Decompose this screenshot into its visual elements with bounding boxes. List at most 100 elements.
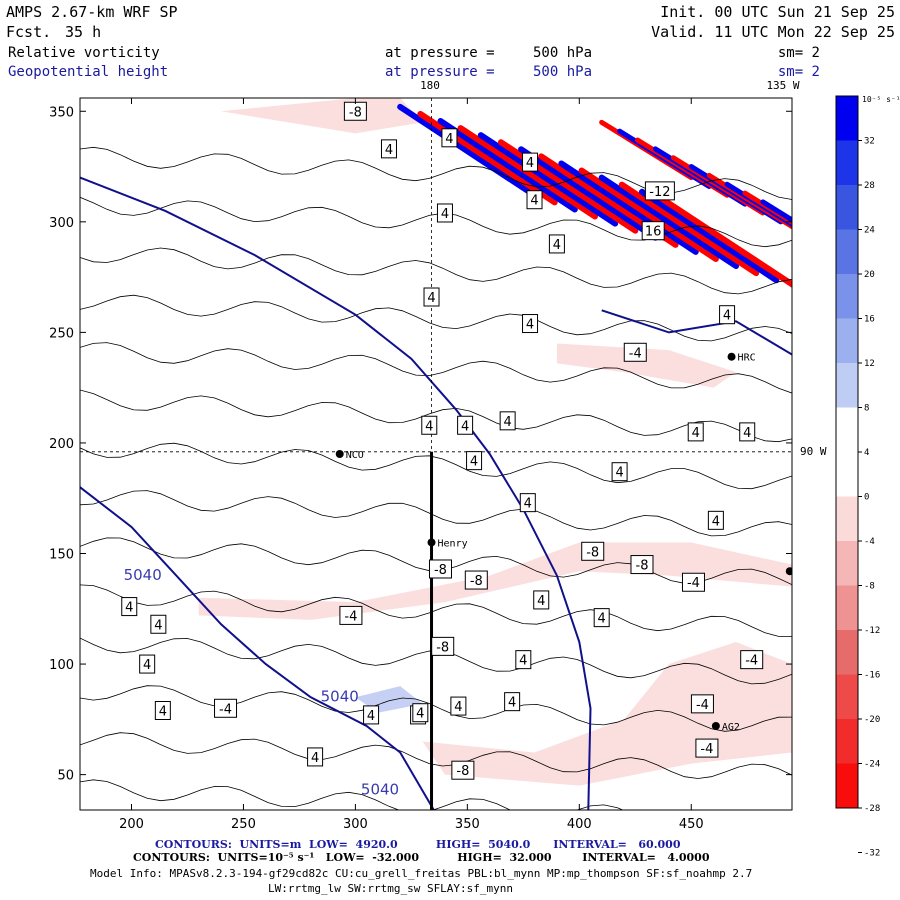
vorticity-label-text: 4 bbox=[445, 132, 453, 147]
vorticity-label-text: -8 bbox=[586, 545, 599, 560]
vorticity-label-text: 4 bbox=[526, 318, 534, 333]
height-contour-label: 5040 bbox=[124, 566, 162, 584]
colorbar-segment bbox=[836, 96, 858, 141]
vorticity-label: 4 bbox=[412, 703, 429, 723]
vorticity-label-text: 4 bbox=[504, 415, 512, 430]
vorticity-label: -4 bbox=[695, 738, 719, 758]
vorticity-label-box bbox=[522, 152, 539, 172]
y-tick-label: 200 bbox=[49, 437, 74, 452]
vorticity-label: 4 bbox=[687, 422, 704, 442]
init-time: Init. 00 UTC Sun 21 Sep 25 bbox=[660, 3, 895, 21]
vorticity-streak bbox=[518, 146, 659, 241]
station-marker bbox=[335, 450, 344, 458]
vorticity-label: 4 bbox=[515, 650, 532, 670]
vorticity-contour bbox=[80, 685, 792, 732]
right-meridian-label: 90 W bbox=[800, 445, 827, 458]
vorticity-label-box bbox=[593, 608, 610, 628]
vorticity-streak bbox=[598, 174, 740, 270]
vorticity-label-box bbox=[451, 760, 475, 780]
vorticity-label-text: 4 bbox=[470, 455, 478, 470]
vorticity-label-box bbox=[339, 605, 363, 625]
field2-pressure-label: at pressure = bbox=[385, 64, 495, 80]
vorticity-contour bbox=[80, 732, 792, 779]
vorticity-label-box bbox=[526, 190, 543, 210]
vorticity-label-box bbox=[150, 614, 167, 634]
vorticity-label-text: 4 bbox=[367, 709, 375, 724]
colorbar-segment bbox=[836, 585, 858, 631]
vorticity-label-box bbox=[522, 314, 539, 334]
colorbar-tick-label: 28 bbox=[864, 181, 875, 191]
vorticity-label-box bbox=[466, 451, 483, 471]
vorticity-label-box bbox=[412, 703, 429, 723]
field1-pressure-value: 500 hPa bbox=[533, 45, 592, 61]
vorticity-label-text: 4 bbox=[385, 143, 393, 158]
vorticity-label-text: -4 bbox=[344, 609, 357, 624]
station-label: NCO bbox=[346, 450, 364, 461]
vorticity-label-text: 4 bbox=[712, 514, 720, 529]
vorticity-label-box bbox=[548, 234, 565, 254]
vorticity-label-box bbox=[457, 415, 474, 435]
colorbar-segment bbox=[836, 140, 858, 186]
vorticity-label-box bbox=[363, 705, 380, 725]
vorticity-label: 4 bbox=[593, 608, 610, 628]
vorticity-label-box bbox=[687, 422, 704, 442]
valid-time: Valid. 11 UTC Mon 22 Sep 25 bbox=[651, 23, 895, 41]
vorticity-label: 4 bbox=[450, 696, 467, 716]
vorticity-contour bbox=[80, 442, 792, 490]
vorticity-label: -8 bbox=[464, 570, 488, 590]
vorticity-label-box bbox=[423, 287, 440, 307]
colorbar-segment bbox=[836, 229, 858, 275]
vorticity-label: 4 bbox=[519, 493, 536, 513]
vorticity-label: 4 bbox=[150, 614, 167, 634]
vorticity-label-text: -12 bbox=[649, 185, 670, 200]
vorticity-shading-band bbox=[221, 98, 423, 134]
vorticity-label: -8 bbox=[431, 636, 455, 656]
vorticity-label: 4 bbox=[466, 451, 483, 471]
footer-height-contours: CONTOURS: UNITS=m LOW= 4920.0 HIGH= 5040… bbox=[155, 838, 681, 851]
vorticity-label-text: -4 bbox=[700, 742, 713, 757]
vorticity-label-text: 4 bbox=[425, 419, 433, 434]
vorticity-streak bbox=[477, 132, 619, 227]
colorbar-tick-label: 12 bbox=[864, 359, 875, 369]
colorbar-segment bbox=[836, 318, 858, 364]
station-label: Henry bbox=[438, 538, 468, 549]
vorticity-label: -4 bbox=[214, 698, 238, 718]
y-tick-label: 100 bbox=[49, 658, 74, 673]
colorbar-tick-label: 8 bbox=[864, 404, 869, 414]
vorticity-label-box bbox=[504, 692, 521, 712]
vorticity-label-text: 4 bbox=[615, 466, 623, 481]
vorticity-label-box bbox=[436, 203, 453, 223]
colorbar-tick-label: 4 bbox=[864, 448, 869, 458]
colorbar-tick-label: -20 bbox=[864, 715, 880, 725]
plot-area[interactable]: 5040 5040 5040 4 4 4 4 4 4 4 4 4 4 4 4 4 4 4 4 4 4 4 4 4 4 4 4 4 4 4 4… bbox=[80, 98, 852, 832]
vorticity-label-box bbox=[154, 700, 171, 720]
vorticity-label: 4 bbox=[499, 411, 516, 431]
colorbar-segment bbox=[836, 452, 858, 497]
vorticity-label-text: 4 bbox=[154, 618, 162, 633]
vorticity-streak bbox=[457, 125, 598, 220]
vorticity-label-box bbox=[690, 694, 714, 714]
vorticity-label: 4 bbox=[522, 152, 539, 172]
vorticity-label-text: -8 bbox=[456, 764, 469, 779]
vorticity-label-text: 4 bbox=[427, 291, 435, 306]
vorticity-label-box bbox=[681, 572, 705, 592]
vorticity-streak bbox=[659, 195, 792, 288]
vorticity-label-text: -8 bbox=[636, 559, 649, 574]
vorticity-label: 4 bbox=[526, 190, 543, 210]
field2-pressure-value: 500 hPa bbox=[533, 64, 592, 80]
colorbar-segment bbox=[836, 719, 858, 764]
x-tick-label: 250 bbox=[231, 817, 256, 832]
colorbar-segment bbox=[836, 185, 858, 230]
colorbar-segment bbox=[836, 674, 858, 720]
vorticity-label-text: 4 bbox=[461, 419, 469, 434]
axes: 200 250 300 350 400 450 350 300 250 200 150 100 50 bbox=[49, 98, 792, 832]
vorticity-label: 4 bbox=[707, 510, 724, 530]
y-tick-label: 350 bbox=[49, 105, 74, 120]
vorticity-label-box bbox=[533, 590, 550, 610]
colorbar-tick-label: 16 bbox=[864, 315, 875, 325]
height-contour bbox=[80, 486, 435, 810]
vorticity-label-text: -8 bbox=[470, 574, 483, 589]
height-contour bbox=[601, 309, 792, 356]
colorbar-tick-label: -32 bbox=[864, 849, 880, 859]
vorticity-label-box bbox=[421, 415, 438, 435]
